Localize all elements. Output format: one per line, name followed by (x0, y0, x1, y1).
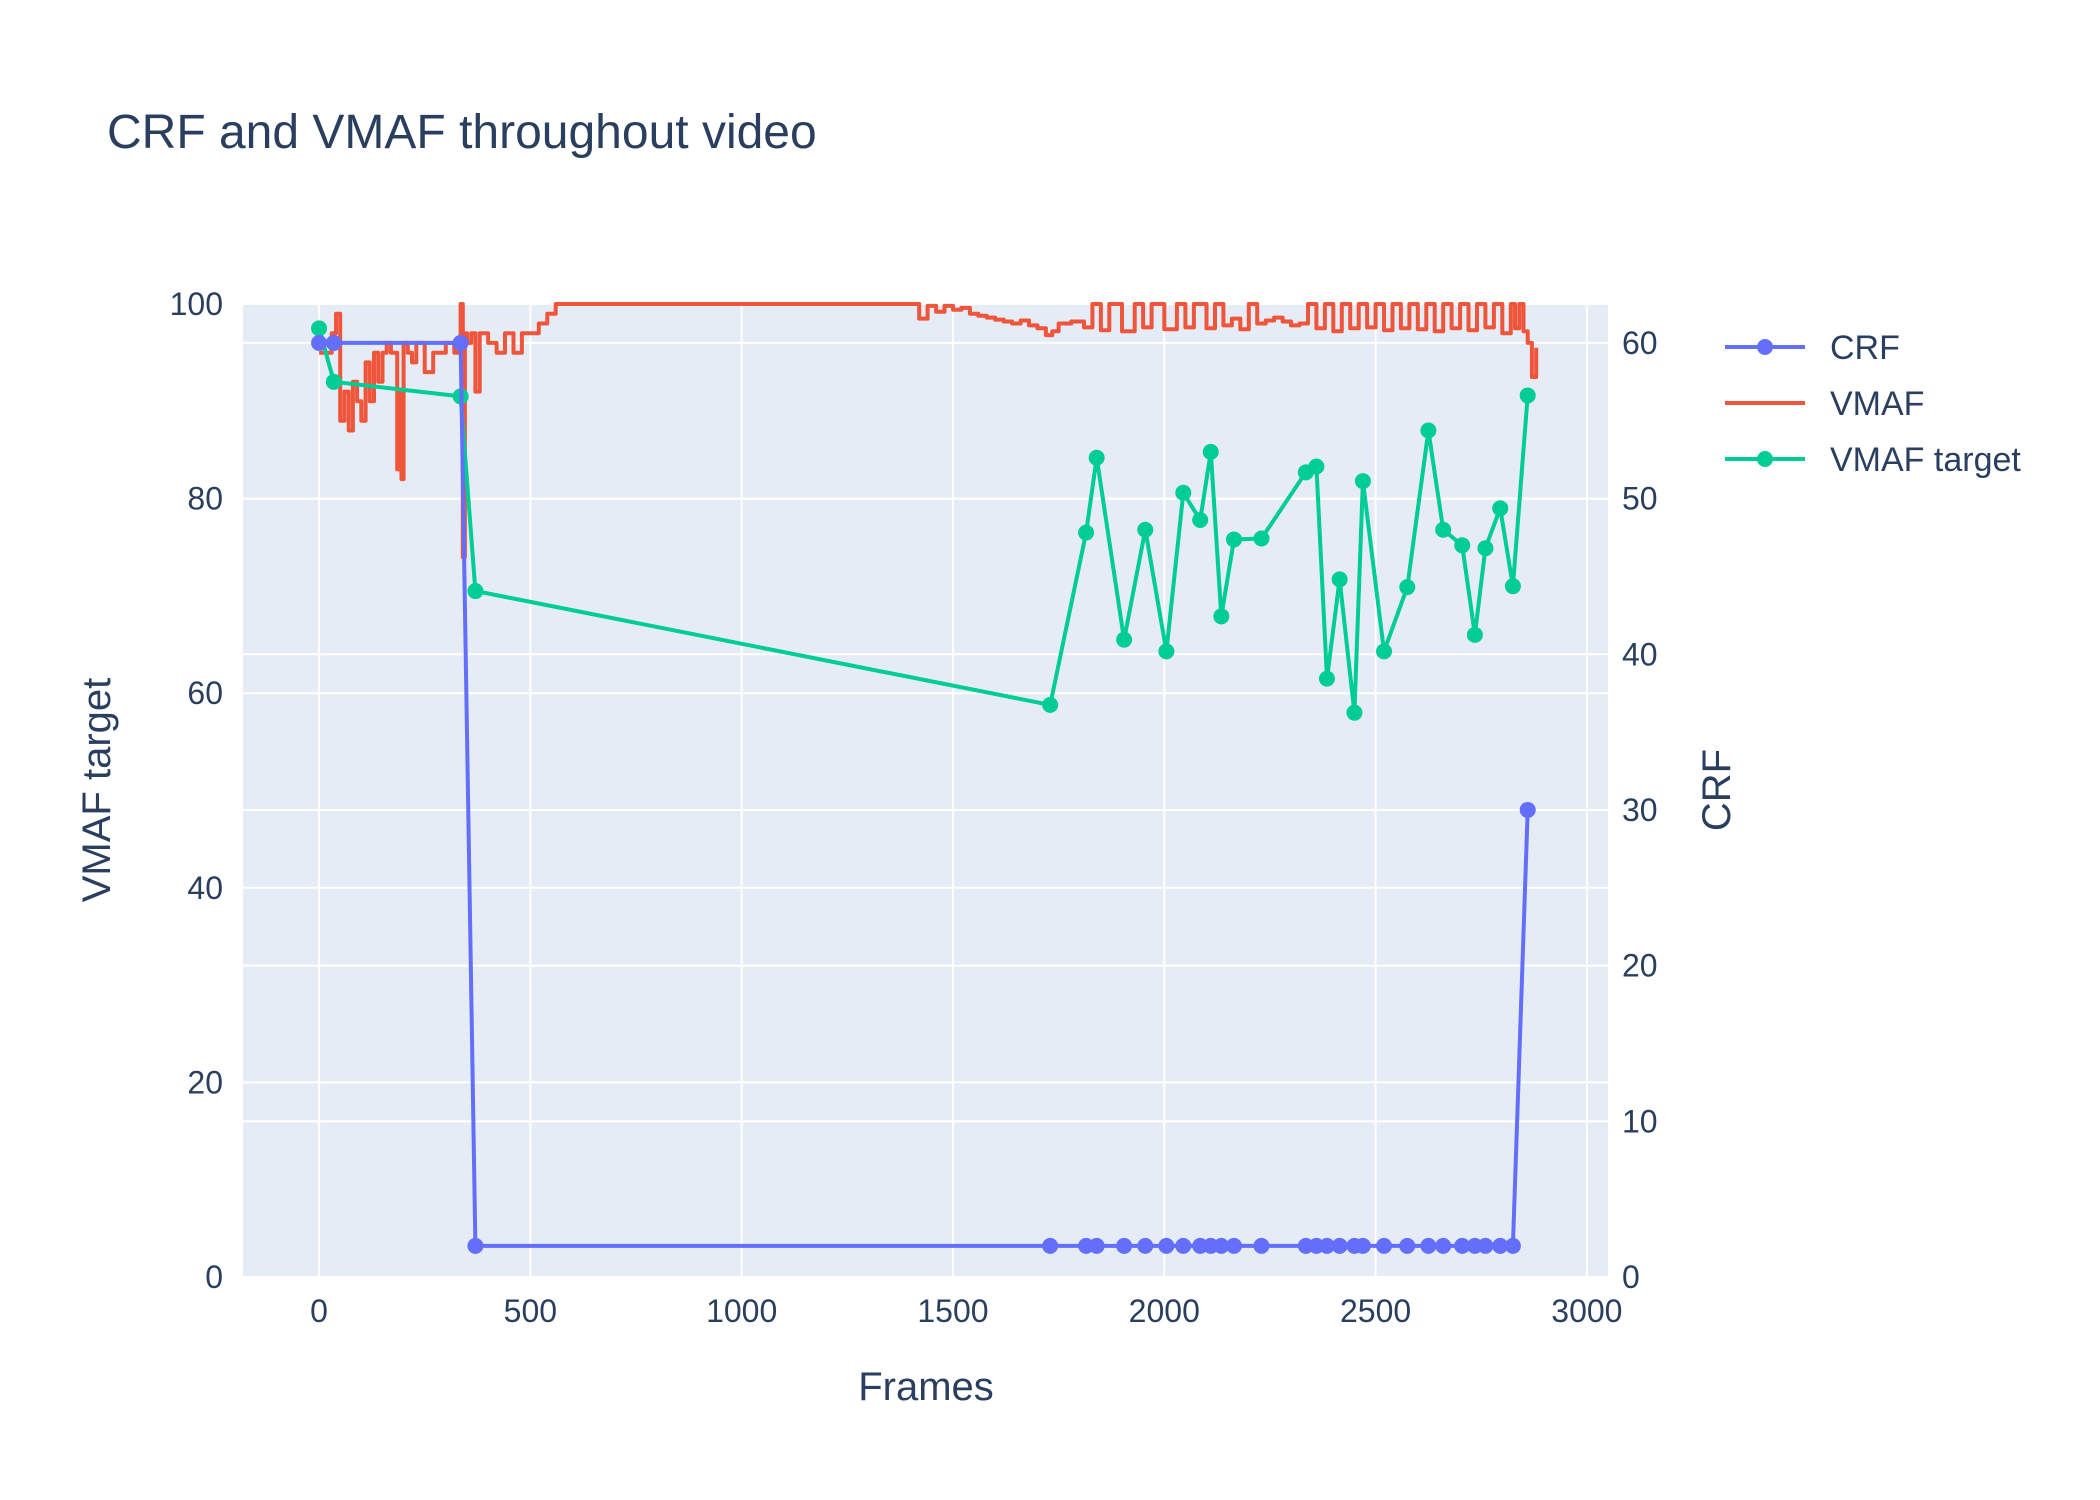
y2-axis-title: CRF (1695, 749, 1739, 831)
y-axis-title: VMAF target (75, 678, 119, 903)
data-point-vmaf-target (1192, 512, 1209, 529)
data-point-vmaf-target (1420, 422, 1437, 439)
data-point-vmaf-target (1202, 443, 1219, 460)
data-point-vmaf-target (1354, 473, 1371, 490)
series-layer (311, 302, 1539, 1254)
data-point-vmaf-target (1078, 524, 1095, 541)
data-point-crf (1158, 1237, 1175, 1254)
x-tick-label: 1500 (917, 1293, 988, 1329)
y-tick-label: 0 (205, 1259, 223, 1295)
data-point-vmaf-target (1346, 704, 1363, 721)
data-point-vmaf-target (1376, 643, 1393, 660)
data-point-crf (1504, 1237, 1521, 1254)
data-point-crf (1331, 1237, 1348, 1254)
data-point-vmaf-target (1318, 670, 1335, 687)
data-point-vmaf-target (1042, 696, 1059, 713)
series-vmaf-target (311, 320, 1536, 721)
data-point-vmaf-target (1158, 643, 1175, 660)
data-point-crf (1318, 1237, 1335, 1254)
y2-tick-label: 0 (1622, 1259, 1640, 1295)
data-point-crf (1399, 1237, 1416, 1254)
legend-label: VMAF (1830, 385, 1924, 423)
y2-gridlines (243, 341, 1608, 1278)
data-point-crf (1116, 1237, 1133, 1254)
legend-item-crf[interactable]: CRF (1725, 329, 1900, 367)
chart-title: CRF and VMAF throughout video (107, 106, 817, 159)
legend-label: CRF (1830, 329, 1900, 367)
data-point-vmaf-target (1213, 608, 1230, 625)
x-tick-label: 1000 (706, 1293, 777, 1329)
legend-marker (1757, 451, 1773, 467)
data-point-crf (311, 334, 328, 351)
y-tick-label: 40 (187, 870, 223, 906)
data-point-crf (325, 334, 342, 351)
data-point-crf (1376, 1237, 1393, 1254)
y2-tick-label: 60 (1622, 325, 1658, 361)
data-point-vmaf-target (1225, 531, 1242, 548)
data-point-vmaf-target (1175, 484, 1192, 501)
legend: CRF VMAF VMAF target (1725, 329, 2021, 479)
y2-tick-label: 10 (1622, 1103, 1658, 1139)
data-point-vmaf-target (1466, 626, 1483, 643)
legend-item-vmaf-target[interactable]: VMAF target (1725, 441, 2021, 479)
data-point-vmaf-target (1088, 449, 1105, 466)
data-point-vmaf-target (1308, 458, 1325, 475)
plot-background (243, 304, 1608, 1277)
y-axis-ticks: 0 20 40 60 80 100 (170, 286, 223, 1295)
data-point-vmaf-target (1492, 500, 1509, 517)
y-tick-label: 100 (170, 286, 223, 322)
y2-tick-label: 20 (1622, 948, 1658, 984)
data-point-crf (452, 334, 469, 351)
x-tick-label: 0 (310, 1293, 328, 1329)
data-point-crf (1492, 1237, 1509, 1254)
y-tick-label: 60 (187, 675, 223, 711)
series-crf (311, 334, 1536, 1254)
y2-tick-label: 40 (1622, 636, 1658, 672)
y2-axis-ticks: 0 10 20 30 40 50 60 (1622, 325, 1658, 1295)
data-point-crf (1519, 801, 1536, 818)
x-tick-label: 500 (504, 1293, 557, 1329)
data-point-crf (1354, 1237, 1371, 1254)
y2-tick-label: 50 (1622, 481, 1658, 517)
data-point-vmaf-target (1435, 521, 1452, 538)
data-point-crf (467, 1237, 484, 1254)
data-point-vmaf-target (1477, 540, 1494, 557)
y2-tick-label: 30 (1622, 792, 1658, 828)
data-point-crf (1420, 1237, 1437, 1254)
data-point-vmaf-target (1137, 521, 1154, 538)
data-point-crf (1213, 1237, 1230, 1254)
x-gridlines (318, 304, 1588, 1277)
data-point-vmaf-target (311, 320, 328, 337)
data-point-crf (1042, 1237, 1059, 1254)
data-point-vmaf-target (325, 373, 342, 390)
data-point-crf (1477, 1237, 1494, 1254)
plot-area (243, 302, 1608, 1278)
data-point-vmaf-target (1454, 537, 1471, 554)
x-tick-label: 2500 (1340, 1293, 1411, 1329)
data-point-vmaf-target (1504, 578, 1521, 595)
x-tick-label: 3000 (1551, 1293, 1622, 1329)
data-point-crf (1175, 1237, 1192, 1254)
data-point-vmaf-target (1116, 631, 1133, 648)
legend-label: VMAF target (1830, 441, 2021, 479)
data-point-crf (1435, 1237, 1452, 1254)
data-point-crf (1225, 1237, 1242, 1254)
x-axis-ticks: 0 500 1000 1500 2000 2500 3000 (310, 1293, 1622, 1329)
data-point-vmaf-target (1519, 387, 1536, 404)
legend-item-vmaf[interactable]: VMAF (1725, 385, 1924, 423)
data-point-crf (1137, 1237, 1154, 1254)
y-tick-label: 20 (187, 1064, 223, 1100)
x-axis-title: Frames (858, 1365, 994, 1409)
y-tick-label: 80 (187, 481, 223, 517)
data-point-crf (1454, 1237, 1471, 1254)
data-point-vmaf-target (1253, 530, 1270, 547)
legend-marker (1757, 339, 1773, 355)
data-point-vmaf-target (467, 583, 484, 600)
data-point-crf (1253, 1237, 1270, 1254)
data-point-crf (1088, 1237, 1105, 1254)
x-tick-label: 2000 (1129, 1293, 1200, 1329)
data-point-vmaf-target (1399, 579, 1416, 596)
data-point-vmaf-target (1331, 571, 1348, 588)
